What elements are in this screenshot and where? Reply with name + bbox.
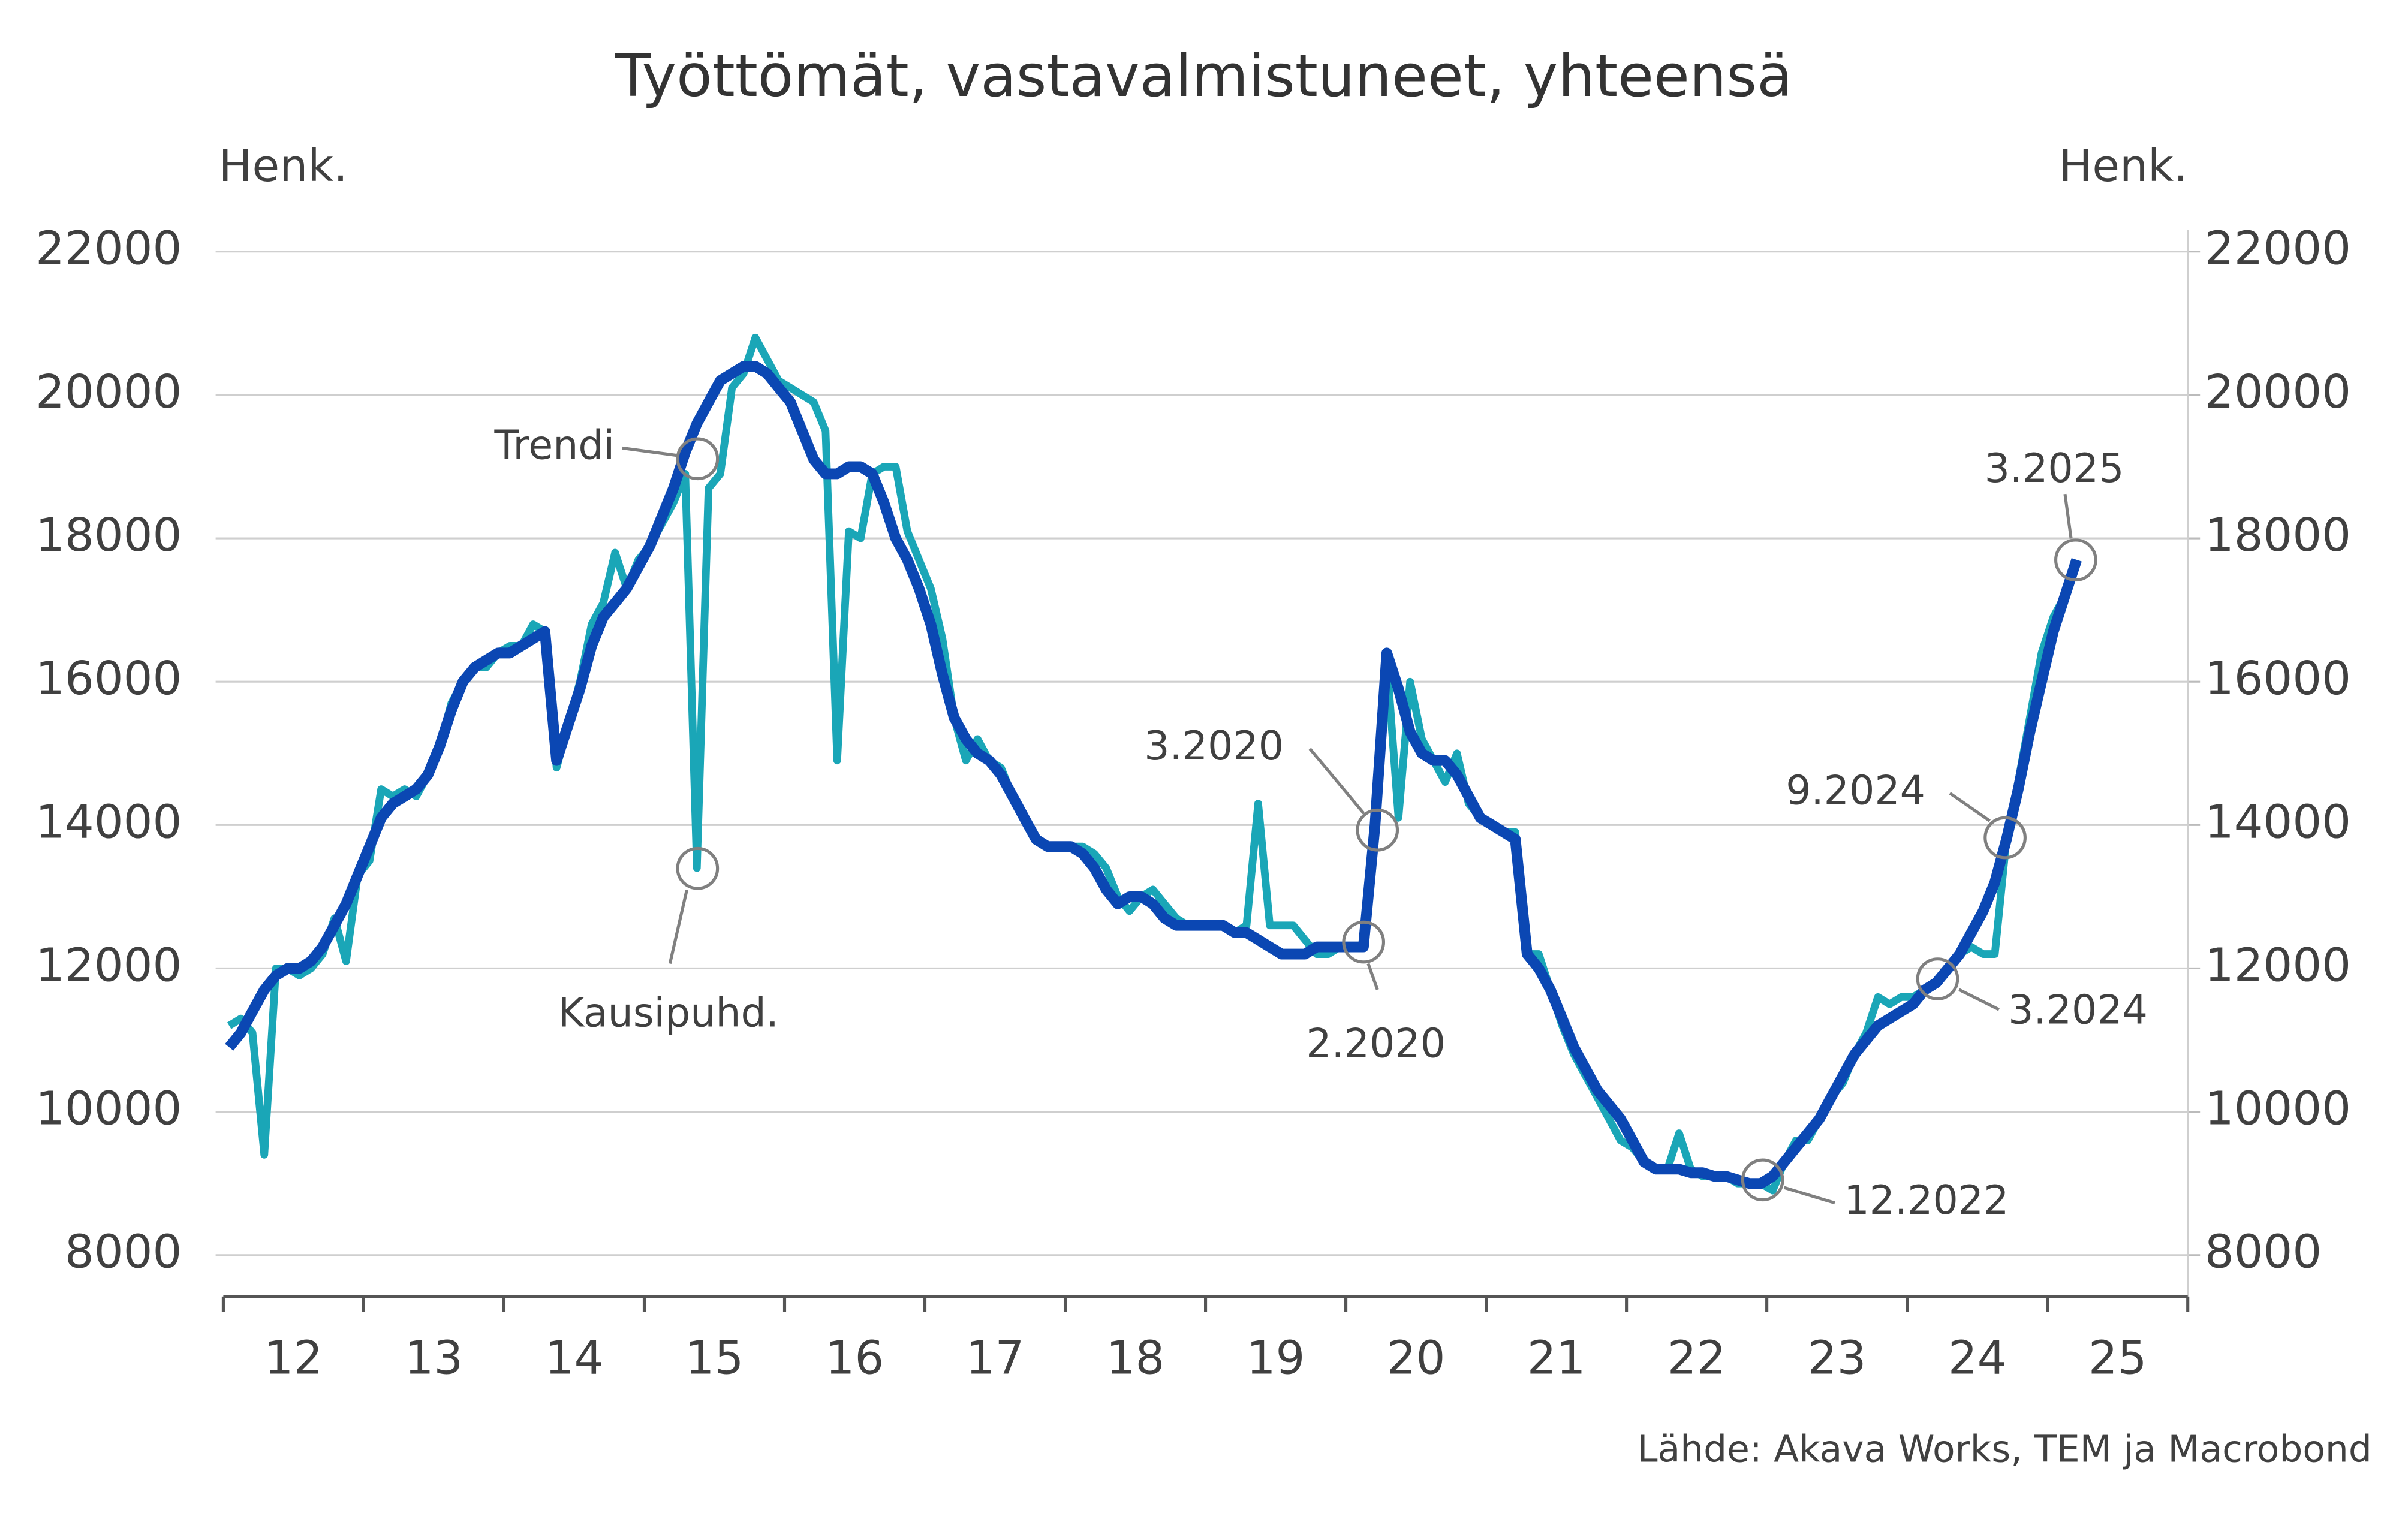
x-tick-label: 14 [545, 1331, 604, 1385]
x-tick-label: 12 [264, 1331, 323, 1385]
y2-tick-label: 8000 [2205, 1226, 2322, 1279]
y-tick-label: 8000 [65, 1226, 182, 1279]
annotation-circle [2054, 538, 2097, 582]
annotation-text: 9.2024 [1786, 767, 1925, 813]
y2-tick-label: 12000 [2205, 939, 2351, 992]
annotation-text: 12.2022 [1844, 1177, 2009, 1223]
y-tick-label: 10000 [35, 1083, 182, 1136]
annotation-circle [1916, 957, 1959, 1000]
annotation-leader [1949, 792, 1991, 822]
y2-axis-label: Henk. [2059, 140, 2188, 192]
y-tick-label: 16000 [35, 652, 182, 706]
annotation-circle [676, 437, 720, 481]
annotation-text: 3.2025 [1985, 445, 2124, 492]
y2-tick-label: 14000 [2205, 795, 2351, 849]
annotation-circle [1741, 1158, 1784, 1202]
x-tick-label: 17 [966, 1331, 1025, 1385]
y2-tick-label: 16000 [2205, 652, 2351, 706]
x-tick-label: 21 [1527, 1331, 1586, 1385]
annotation-text: 3.2020 [1144, 722, 1284, 769]
annotation-text: Kausipuhd. [558, 990, 778, 1036]
chart-title: Työttömät, vastavalmistuneet, yhteensä [615, 42, 1792, 110]
x-tick-label: 19 [1247, 1331, 1305, 1385]
annotation-circle [1342, 920, 1386, 964]
annotation-text: 2.2020 [1306, 1020, 1446, 1067]
x-tick-label: 15 [685, 1331, 744, 1385]
x-tick-label: 23 [1808, 1331, 1867, 1385]
x-tick-label: 25 [2088, 1331, 2147, 1385]
y2-tick-label: 22000 [2205, 222, 2351, 276]
x-tick-label: 20 [1387, 1331, 1446, 1385]
annotation-leader [1366, 963, 1379, 990]
y2-tick-label: 20000 [2205, 366, 2351, 419]
y-tick-label: 20000 [35, 366, 182, 419]
x-tick-label: 13 [405, 1331, 463, 1385]
y-tick-label: 12000 [35, 939, 182, 992]
series-line [227, 333, 2081, 1195]
annotation-leader [1958, 988, 2000, 1011]
annotation-circle [1356, 808, 1399, 852]
annotation-text: 3.2024 [2008, 986, 2148, 1033]
x-tick-label: 18 [1106, 1331, 1165, 1385]
annotation-circle [676, 846, 720, 890]
source-note: Lähde: Akava Works, TEM ja Macrobond [1637, 1428, 2371, 1470]
annotation-text: Trendi [494, 421, 615, 468]
y-tick-label: 18000 [35, 509, 182, 562]
x-tick-label: 24 [1948, 1331, 2007, 1385]
x-tick-label: 22 [1667, 1331, 1726, 1385]
y2-tick-label: 10000 [2205, 1083, 2351, 1136]
y-tick-label: 22000 [35, 222, 182, 276]
annotation-leader [668, 889, 688, 964]
y-axis-label: Henk. [219, 140, 348, 192]
annotation-leader [622, 446, 679, 457]
x-tick-label: 16 [826, 1331, 884, 1385]
annotation-circle [1983, 816, 2027, 860]
series-line [225, 361, 2082, 1189]
annotation-leader [2063, 493, 2073, 539]
y2-tick-label: 18000 [2205, 509, 2351, 562]
annotation-leader [1308, 748, 1365, 815]
annotation-leader [1783, 1186, 1835, 1205]
y-tick-label: 14000 [35, 795, 182, 849]
